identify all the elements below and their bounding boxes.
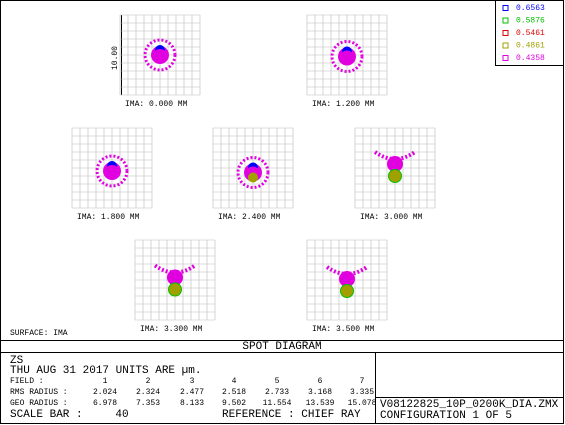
rms-value: 2.477 xyxy=(180,388,204,397)
spot-core xyxy=(339,271,355,287)
geo-value: 11.554 xyxy=(263,399,292,408)
spot-fringe xyxy=(236,156,270,189)
fields-value: 6 xyxy=(318,377,323,386)
scale-bar-label: SCALE BAR : xyxy=(10,409,83,421)
spot-yellow xyxy=(341,285,353,297)
legend-marker xyxy=(502,42,509,49)
panel-label: IMA: 3.500 MM xyxy=(312,325,375,334)
spot-core xyxy=(387,156,403,172)
geo-label: GEO RADIUS : xyxy=(10,399,68,408)
date: THU AUG 31 2017 UNITS ARE µm. xyxy=(10,365,201,377)
legend-label: 0.6563 xyxy=(516,4,545,13)
geo-value: 9.502 xyxy=(222,399,246,408)
panel-label: IMA: 1.800 MM xyxy=(77,213,140,222)
legend-box xyxy=(495,0,564,66)
fields-value: 3 xyxy=(190,377,195,386)
fields-value: 1 xyxy=(103,377,108,386)
legend-marker xyxy=(502,55,509,61)
spot-core xyxy=(153,49,167,63)
file: V08122825_10P_0200K_DIA.ZMX xyxy=(380,399,559,411)
legend-marker xyxy=(502,5,509,11)
spot-fringe xyxy=(95,154,129,188)
rms-label: RMS RADIUS : xyxy=(10,388,68,397)
field-label: FIELD : xyxy=(10,377,44,386)
rms-value: 3.335 xyxy=(350,388,374,397)
spot-yellow xyxy=(389,170,401,182)
geo-value: 13.539 xyxy=(306,399,335,408)
spot-fringe xyxy=(143,38,177,72)
panel-label: IMA: 1.200 MM xyxy=(312,100,375,109)
spot-fringe xyxy=(330,40,364,73)
spot-yellow xyxy=(169,283,181,296)
scale-label: 10.00 xyxy=(111,46,120,70)
panel-label: IMA: 2.400 MM xyxy=(218,213,281,222)
surface: SURFACE: IMA xyxy=(10,329,68,338)
configuration: CONFIGURATION 1 OF 5 xyxy=(380,410,512,422)
spot-core xyxy=(105,165,119,179)
panel-label: IMA: 0.000 MM xyxy=(125,100,188,109)
rms-value: 2.024 xyxy=(93,388,117,397)
fields-value: 7 xyxy=(360,377,365,386)
legend-label: 0.4861 xyxy=(516,42,545,51)
legend-marker xyxy=(502,30,509,36)
fields-value: 4 xyxy=(232,377,237,386)
title: SPOT DIAGRAM xyxy=(242,341,321,353)
panel-label: IMA: 3.300 MM xyxy=(140,325,203,334)
rms-value: 2.733 xyxy=(265,388,289,397)
spot-core xyxy=(340,50,354,65)
legend-label: 0.5876 xyxy=(516,17,545,26)
panel-label: IMA: 3.000 MM xyxy=(360,213,423,222)
rms-value: 2.324 xyxy=(136,388,160,397)
fields-value: 5 xyxy=(275,377,280,386)
geo-value: 6.978 xyxy=(93,399,117,408)
spot-core xyxy=(167,269,183,286)
legend-marker xyxy=(502,17,509,24)
legend-label: 0.4358 xyxy=(516,54,545,63)
reference: REFERENCE : CHIEF RAY xyxy=(222,409,361,421)
fields-value: 2 xyxy=(146,377,151,386)
legend-label: 0.5461 xyxy=(516,29,545,38)
spot-yellow xyxy=(248,172,258,183)
rms-value: 3.168 xyxy=(308,388,332,397)
geo-value: 7.353 xyxy=(136,399,160,408)
rms-value: 2.518 xyxy=(222,388,246,397)
scale-bar-value: 40 xyxy=(115,409,128,421)
geo-value: 8.133 xyxy=(180,399,204,408)
program: ZS xyxy=(10,355,24,367)
geo-value: 15.078 xyxy=(348,399,377,408)
